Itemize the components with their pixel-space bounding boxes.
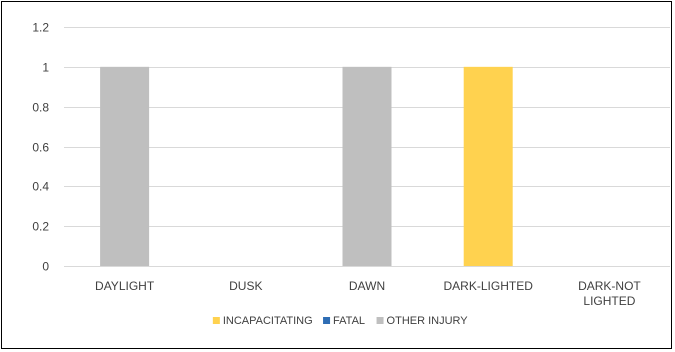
y-tick-label: 0.8	[32, 101, 49, 115]
x-tick-label: DARK-NOT LIGHTED	[578, 279, 641, 308]
legend-swatch	[376, 317, 384, 324]
y-tick-label: 0.2	[32, 220, 49, 234]
y-tick-label: 1.2	[32, 21, 49, 35]
x-tick-label: DUSK	[229, 279, 262, 293]
legend-label: INCAPACITATING	[223, 315, 313, 327]
bars	[100, 66, 513, 266]
legend-label: FATAL	[333, 315, 365, 327]
legend-label: OTHER INJURY	[387, 315, 469, 327]
x-axis-tick-labels: DAYLIGHT DUSK DAWN DARK-LIGHTED DARK-NOT LIGH…	[95, 279, 641, 308]
y-axis-tick-labels: 0 0.2 0.4 0.6 0.8 1 1.2	[32, 21, 49, 274]
legend-swatch	[212, 317, 220, 324]
y-tick-label: 0.4	[32, 180, 49, 194]
y-tick-label: 0	[42, 260, 49, 274]
bar-incapacitating	[463, 66, 513, 266]
legend-swatch	[323, 317, 331, 324]
x-tick-label: DAWN	[349, 279, 385, 293]
x-tick-label: DARK-LIGHTED	[444, 279, 534, 293]
bar-other-injury	[100, 66, 150, 266]
y-tick-label: 1	[42, 61, 49, 75]
legend-item-fatal: FATAL	[323, 315, 365, 327]
y-tick-label: 0.6	[32, 141, 49, 155]
legend: INCAPACITATING FATAL OTHER INJURY	[212, 315, 469, 327]
legend-item-incapacitating: INCAPACITATING	[212, 315, 313, 327]
legend-item-other-injury: OTHER INJURY	[376, 315, 469, 327]
x-tick-label: DAYLIGHT	[95, 279, 155, 293]
bar-other-injury	[342, 66, 392, 266]
